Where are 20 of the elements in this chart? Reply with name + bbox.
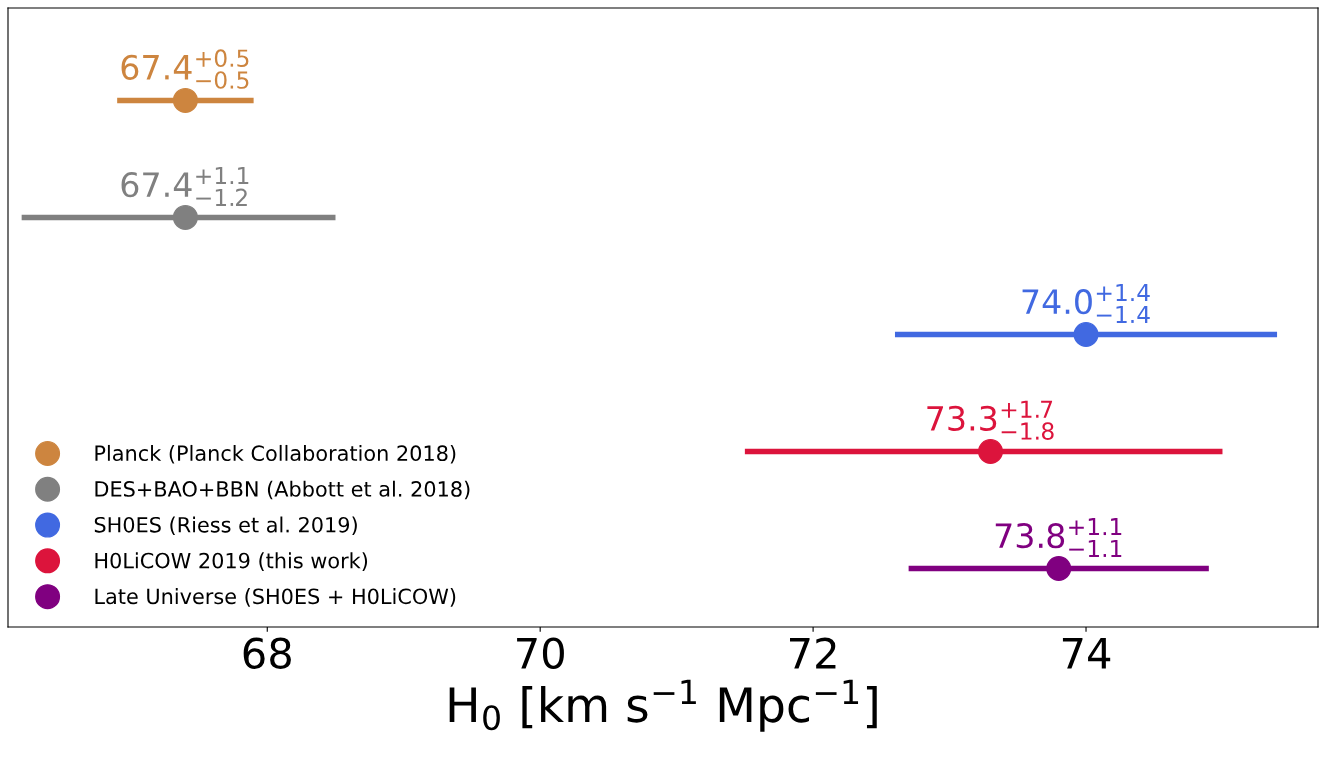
legend-label: Planck (Planck Collaboration 2018) bbox=[95, 444, 456, 464]
x-tick-label: 74 bbox=[1062, 638, 1111, 669]
point bbox=[977, 438, 1004, 464]
x-tick-label: 72 bbox=[790, 637, 836, 669]
legend-label: H0LiCOW 2019 (this work) bbox=[95, 552, 368, 571]
legend-label: DES+BAO+BBN (Abbott et al. 2018) bbox=[95, 480, 470, 500]
data-label: 67.4$^{+0.5}$$_{−0.5}$ bbox=[121, 49, 249, 89]
point bbox=[172, 87, 198, 113]
point bbox=[1046, 555, 1072, 581]
x-axis-title: H$_{0}$ [km s$^{−1}$ Mpc$^{−1}$] bbox=[449, 679, 877, 732]
point bbox=[172, 204, 198, 230]
data-label: 74.0$^{+1.4}$$_{−1.4}$ bbox=[1022, 284, 1150, 323]
data-label: 67.4$^{+1.1}$$_{−1.2}$ bbox=[121, 167, 249, 206]
x-tick-label: 68 bbox=[243, 637, 291, 669]
data-label: 73.3$^{+1.7}$$_{−1.8}$ bbox=[927, 400, 1054, 440]
data-label: 73.8$^{+1.1}$$_{−1.1}$ bbox=[995, 518, 1122, 557]
x-tick-label: 70 bbox=[517, 637, 564, 669]
legend-label: SH0ES (Riess et al. 2019) bbox=[94, 516, 357, 536]
legend-label: Late Universe (SH0ES + H0LiCOW) bbox=[95, 588, 456, 607]
point bbox=[1073, 321, 1099, 347]
